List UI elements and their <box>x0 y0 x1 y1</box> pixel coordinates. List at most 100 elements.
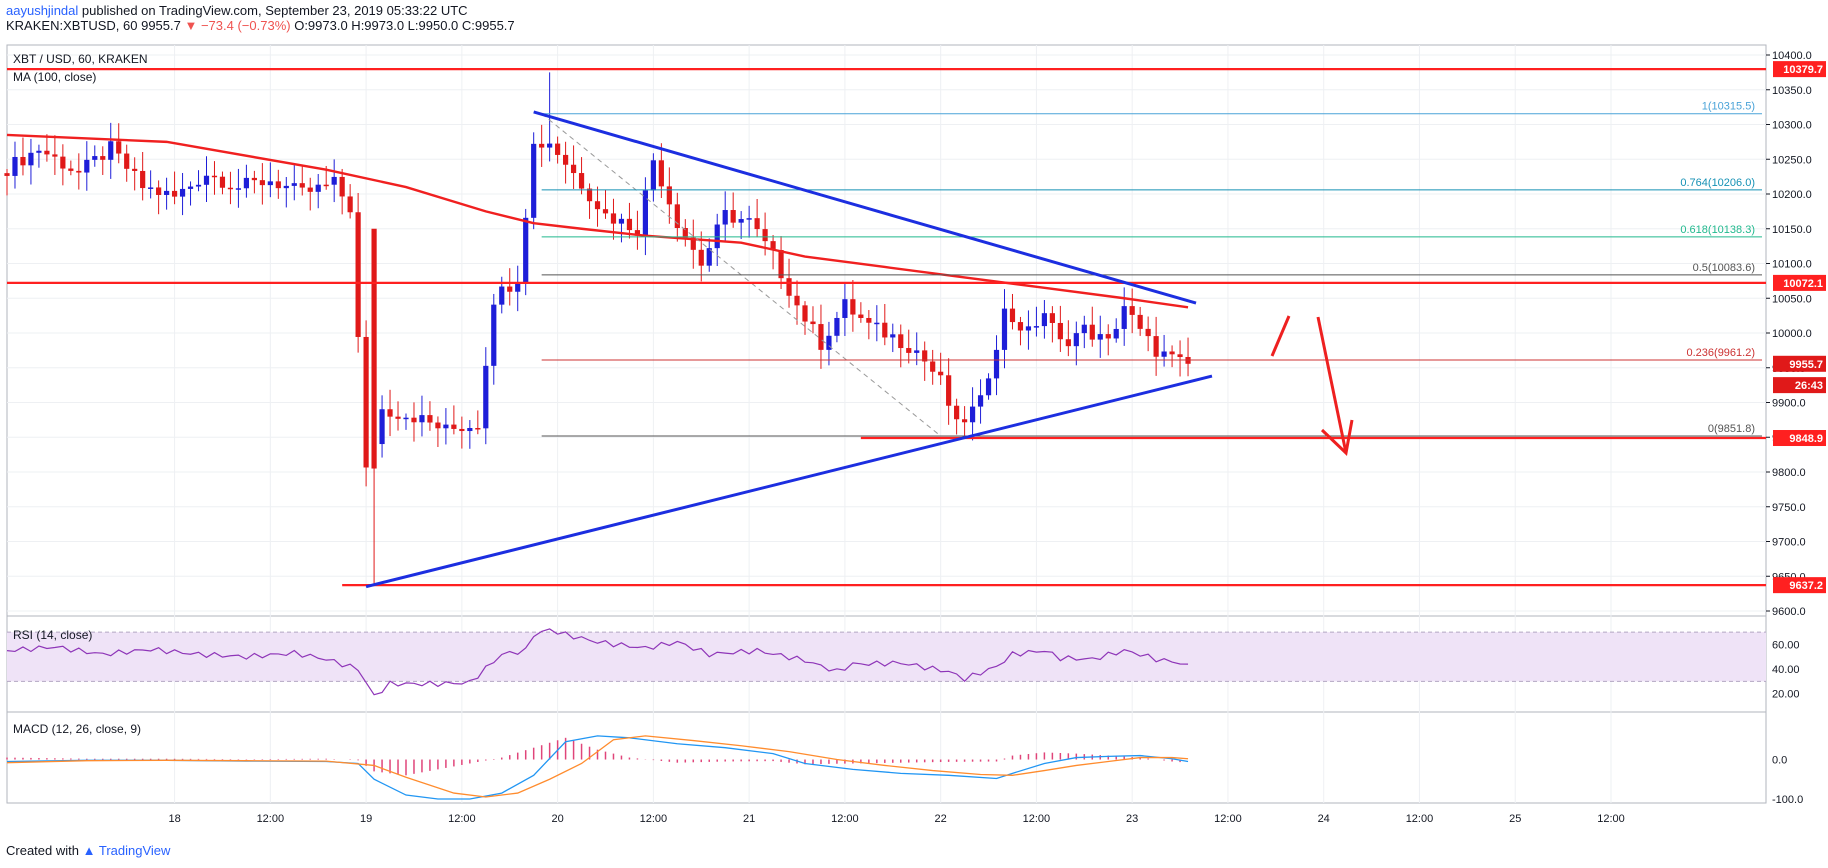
price-tag-label: 9637.2 <box>1789 580 1823 592</box>
price-tag <box>1773 377 1826 394</box>
candle-up <box>826 335 832 350</box>
ohlc-left: KRAKEN:XBTUSD, 60 9955.7 <box>6 18 185 33</box>
footer: Created with ▲ TradingView <box>6 843 170 858</box>
moving-average-line <box>6 133 1189 309</box>
time-tick-label: 12:00 <box>1214 813 1242 825</box>
trendline-lower <box>365 374 1213 589</box>
candle-down <box>946 375 952 406</box>
time-tick-label: 21 <box>743 813 755 825</box>
candle-down <box>1137 314 1143 329</box>
time-tick-label: 12:00 <box>257 813 285 825</box>
candle-up <box>467 428 473 432</box>
candle-up <box>1025 326 1032 331</box>
candle-up <box>706 248 712 266</box>
macd-signal-line <box>6 735 1189 798</box>
price-tick-label: 10300.0 <box>1772 120 1812 132</box>
candle-up <box>291 183 297 186</box>
candle-up <box>1041 313 1047 327</box>
candle-down <box>507 286 513 292</box>
candle-up <box>148 187 154 189</box>
candle-down <box>698 249 704 266</box>
candle-down <box>68 168 74 171</box>
candle-down <box>363 336 369 468</box>
time-tick-label: 20 <box>551 813 563 825</box>
candle-up <box>722 210 728 225</box>
candle-down <box>954 405 960 420</box>
candle-down <box>1145 328 1151 337</box>
candle-up <box>419 415 425 423</box>
author-link[interactable]: aayushjindal <box>6 3 79 18</box>
candle-down <box>1169 351 1175 355</box>
candle-up <box>642 190 648 236</box>
candle-up <box>650 160 656 191</box>
candle-down <box>762 229 768 242</box>
candle-down <box>1129 306 1135 315</box>
candle-up <box>1121 306 1127 329</box>
time-tick-label: 12:00 <box>1023 813 1051 825</box>
ma-legend-label: MA (100, close) <box>13 70 97 84</box>
time-tick-label: 12:00 <box>640 813 668 825</box>
candle-up <box>985 378 992 396</box>
rsi-tick-label: 40.00 <box>1772 664 1800 676</box>
candle-down <box>76 170 82 173</box>
price-tick-label: 9900.0 <box>1772 398 1806 410</box>
fib-level-label: 0.618(10138.3) <box>1680 224 1755 236</box>
candle-up <box>1097 334 1103 340</box>
rsi-tick-label: 20.00 <box>1772 689 1800 701</box>
candle-down <box>563 154 569 165</box>
projection-down-arrow <box>1316 316 1348 454</box>
candle-up <box>164 190 170 195</box>
candle-up <box>12 156 18 176</box>
candle-down <box>60 156 66 169</box>
price-tag <box>1773 61 1826 78</box>
candle-down <box>387 409 393 417</box>
candle-down <box>1009 308 1016 323</box>
time-tick-label: 12:00 <box>1597 813 1625 825</box>
candle-down <box>435 422 441 429</box>
time-tick-label: 22 <box>935 813 947 825</box>
tradingview-logo-icon[interactable]: ▲ <box>82 843 96 858</box>
candle-down <box>171 190 178 197</box>
candle-up <box>379 409 385 445</box>
candle-up <box>267 181 273 186</box>
fib-level-label: 1(10315.5) <box>1702 101 1755 113</box>
candle-up <box>483 365 489 429</box>
price-tag <box>1773 430 1826 447</box>
candle-down <box>355 212 361 337</box>
price-tag <box>1773 577 1826 594</box>
price-tick-label: 9750.0 <box>1772 502 1806 514</box>
fib-level-label: 0.236(9961.2) <box>1687 347 1756 359</box>
price-tag <box>1773 274 1826 291</box>
candle-down <box>658 160 664 187</box>
candle-up <box>283 185 289 189</box>
candle-down <box>156 187 162 195</box>
candle-up <box>993 349 1000 379</box>
candle-up <box>746 218 752 220</box>
candle-up <box>243 177 249 189</box>
candle-down <box>124 153 130 169</box>
price-tick-label: 10100.0 <box>1772 259 1812 271</box>
candle-up <box>914 350 920 353</box>
candle-down <box>858 314 864 318</box>
candle-down <box>802 305 808 322</box>
price-tag-label: 9955.7 <box>1789 359 1823 371</box>
candle-up <box>315 184 321 192</box>
candle-down <box>586 188 593 202</box>
candle-up <box>1033 326 1040 328</box>
candle-down <box>666 186 672 205</box>
ohlc-right: O:9973.0 H:9973.0 L:9950.0 C:9955.7 <box>290 18 515 33</box>
macd-tick-label: 0.0 <box>1772 755 1787 767</box>
candle-down <box>227 187 234 190</box>
price-tag-label: 10379.7 <box>1783 64 1823 76</box>
candle-up <box>92 156 98 160</box>
macd-tick-label: -100.0 <box>1772 794 1803 806</box>
footer-brand[interactable]: TradingView <box>98 843 171 858</box>
rsi-line <box>6 628 1189 696</box>
publish-header: aayushjindal published on TradingView.co… <box>6 3 515 33</box>
candle-down <box>52 154 58 157</box>
fib-level-label: 0(9851.8) <box>1708 423 1755 435</box>
candle-up <box>235 188 242 190</box>
price-tick-label: 10250.0 <box>1772 154 1812 166</box>
candle-down <box>307 187 313 192</box>
